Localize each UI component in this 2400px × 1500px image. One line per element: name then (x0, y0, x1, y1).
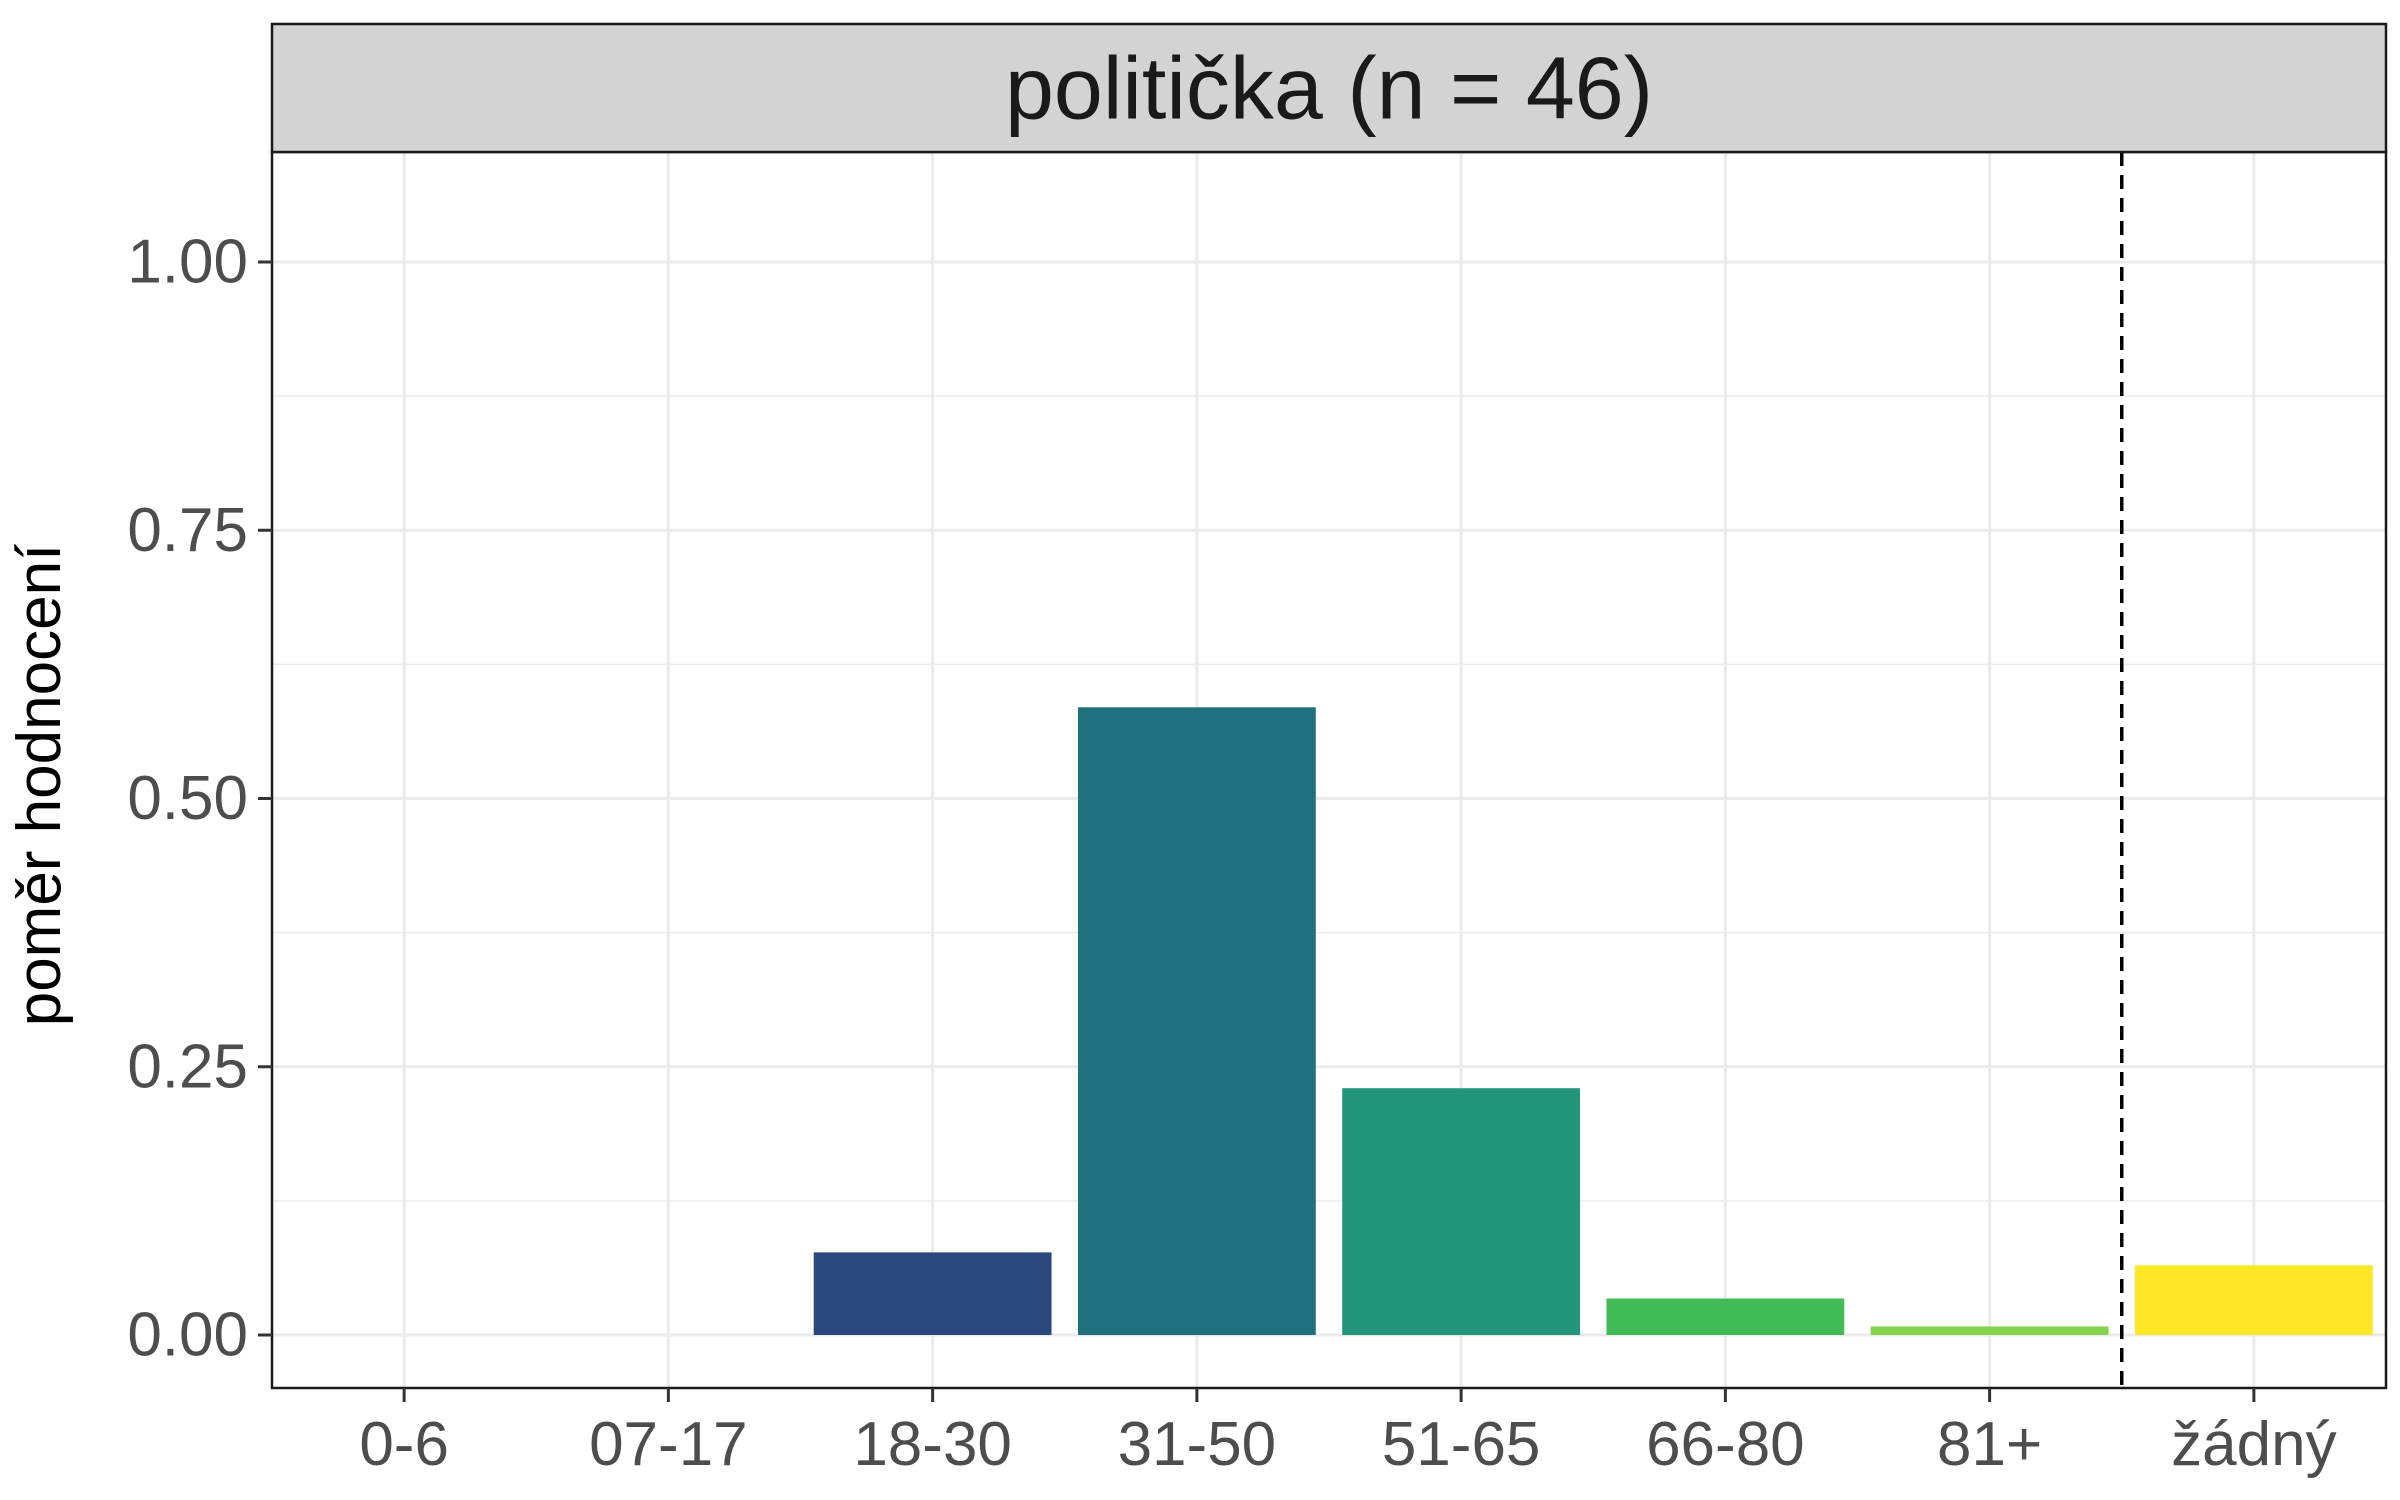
bar-81+ (1870, 1326, 2109, 1335)
facet-strip-background (270, 22, 2388, 154)
y-tick-label: 0.00 (127, 1301, 248, 1370)
bar-51-65 (1342, 1088, 1581, 1335)
bar-31-50 (1077, 707, 1316, 1335)
bar-18-30 (813, 1252, 1052, 1335)
y-axis-title: poměr hodnocení (5, 544, 74, 1027)
x-tick-label: 31-50 (1118, 1410, 1277, 1479)
facet-title: politička (n = 46) (1005, 39, 1653, 138)
y-tick-label: 1.00 (127, 228, 248, 297)
x-tick-label: 81+ (1937, 1410, 2042, 1479)
bars (813, 707, 2373, 1335)
x-tick-label: 66-80 (1646, 1410, 1805, 1479)
x-tick-label: žádný (2171, 1410, 2336, 1479)
y-tick-label: 0.50 (127, 764, 248, 833)
x-tick-label: 18-30 (853, 1410, 1012, 1479)
x-axis: 0-6 07-17 18-30 31-50 51-65 66-80 81+ žádný (359, 1388, 2337, 1479)
x-tick-label: 07-17 (589, 1410, 748, 1479)
panel-border (270, 150, 2388, 1390)
x-tick-label: 0-6 (359, 1410, 449, 1479)
y-tick-label: 0.25 (127, 1032, 248, 1101)
y-axis: 0.00 0.25 0.50 0.75 1.00 (127, 228, 272, 1370)
y-tick-label: 0.75 (127, 496, 248, 565)
bar-žádný (2134, 1265, 2373, 1335)
bar-66-80 (1606, 1298, 1845, 1335)
grid-lines (272, 152, 2386, 1388)
x-tick-label: 51-65 (1382, 1410, 1541, 1479)
facet-strip: politička (n = 46) (270, 22, 2388, 154)
